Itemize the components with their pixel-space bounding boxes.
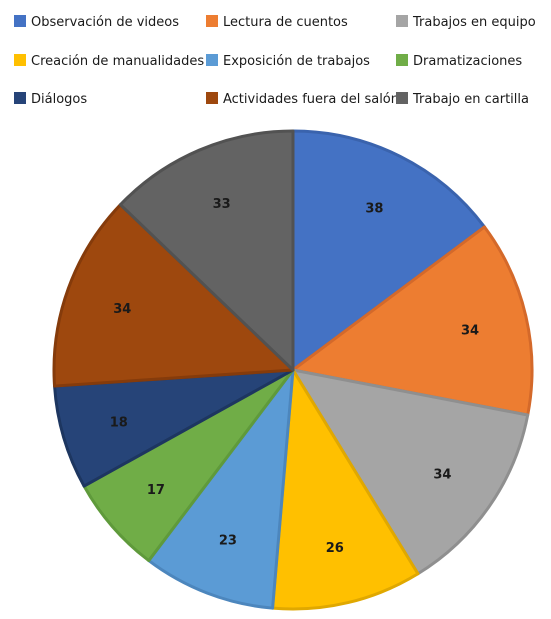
legend-item: Diálogos <box>14 92 87 107</box>
legend-label: Trabajos en equipo <box>412 15 536 30</box>
legend-swatch <box>396 92 408 104</box>
slice-value-label: 34 <box>113 302 131 317</box>
legend-label: Dramatizaciones <box>413 54 522 69</box>
legend-item: Lectura de cuentos <box>206 15 348 30</box>
legend-swatch <box>206 54 218 66</box>
slice-value-label: 33 <box>213 197 231 212</box>
legend-swatch <box>396 54 408 66</box>
pie-slice <box>147 368 295 610</box>
slice-labels: 38 34 34 26 23 17 18 34 33 <box>110 197 479 556</box>
pie-slice <box>52 203 295 388</box>
legend-swatch <box>206 92 218 104</box>
slice-value-label: 17 <box>147 483 165 498</box>
pie-slice <box>291 225 534 417</box>
slice-value-label: 38 <box>365 202 383 217</box>
legend-item: Trabajos en equipo <box>396 15 536 30</box>
legend-swatch <box>396 15 408 27</box>
pie-slices <box>52 129 534 611</box>
legend-item: Trabajo en cartilla <box>396 92 529 107</box>
chart-legend: Observación de videos Lectura de cuentos T… <box>14 15 536 107</box>
legend-label: Diálogos <box>31 92 87 107</box>
legend-item: Observación de videos <box>14 15 179 30</box>
legend-label: Observación de videos <box>31 15 179 30</box>
slice-value-label: 34 <box>433 467 451 482</box>
pie-slice <box>291 368 530 576</box>
legend-swatch <box>14 15 26 27</box>
pie-slice <box>118 129 295 372</box>
legend-swatch <box>206 15 218 27</box>
legend-label: Creación de manualidades <box>31 54 204 69</box>
legend-label: Lectura de cuentos <box>223 15 348 30</box>
legend-label: Actividades fuera del salón <box>223 92 399 107</box>
legend-label: Trabajo en cartilla <box>412 92 529 107</box>
legend-swatch <box>14 92 26 104</box>
pie-slice <box>271 368 420 611</box>
slice-value-label: 18 <box>110 416 128 431</box>
slice-value-label: 26 <box>326 541 344 556</box>
legend-label: Exposición de trabajos <box>223 54 370 69</box>
slice-value-label: 34 <box>461 323 479 338</box>
pie-slice <box>291 129 486 372</box>
legend-item: Dramatizaciones <box>396 54 522 69</box>
legend-item: Creación de manualidades <box>14 54 204 69</box>
legend-swatch <box>14 54 26 66</box>
legend-item: Actividades fuera del salón <box>206 92 399 107</box>
slice-value-label: 23 <box>219 534 237 549</box>
pie-slice <box>53 368 295 488</box>
legend-item: Exposición de trabajos <box>206 54 370 69</box>
